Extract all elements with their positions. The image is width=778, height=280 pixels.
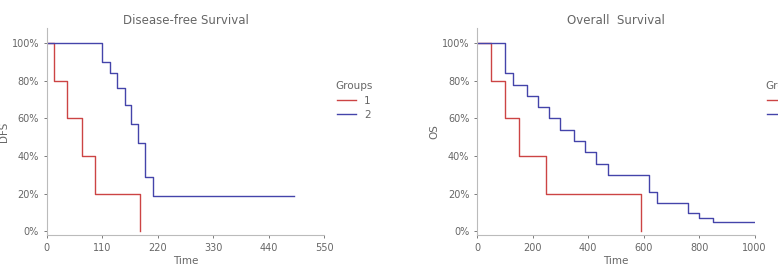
2: [522, 94, 531, 97]
2: [592, 162, 601, 165]
2: [750, 220, 759, 224]
Line: 1: 1: [47, 43, 140, 232]
Y-axis label: OS: OS: [429, 124, 439, 139]
2: [580, 151, 590, 154]
1: [569, 192, 579, 195]
2: [683, 211, 692, 214]
Line: 1: 1: [477, 43, 641, 232]
1: [90, 192, 100, 195]
2: [170, 194, 180, 197]
2: [509, 83, 518, 86]
2: [555, 128, 565, 131]
1: [636, 230, 646, 233]
1: [117, 192, 127, 195]
2: [472, 41, 482, 45]
Legend: 1, 2: 1, 2: [335, 81, 373, 120]
2: [97, 60, 107, 64]
1: [472, 41, 482, 45]
2: [653, 202, 662, 205]
1: [50, 79, 59, 82]
2: [644, 190, 654, 193]
Line: 2: 2: [47, 43, 294, 196]
2: [545, 117, 554, 120]
Y-axis label: DFS: DFS: [0, 122, 9, 142]
2: [603, 173, 612, 177]
1: [500, 117, 510, 120]
2: [695, 216, 704, 220]
Legend: 1, 2: 1, 2: [766, 81, 778, 120]
2: [113, 87, 122, 90]
2: [500, 71, 510, 75]
2: [289, 194, 299, 197]
2: [141, 175, 150, 178]
2: [708, 220, 717, 224]
2: [569, 139, 579, 143]
2: [731, 220, 740, 224]
1: [514, 154, 524, 158]
1: [77, 154, 86, 158]
1: [42, 41, 51, 45]
X-axis label: Time: Time: [603, 256, 629, 266]
1: [131, 192, 140, 195]
2: [534, 106, 543, 109]
1: [541, 192, 551, 195]
X-axis label: Time: Time: [173, 256, 198, 266]
1: [103, 192, 112, 195]
2: [127, 122, 136, 126]
1: [62, 117, 72, 120]
Title: Overall  Survival: Overall Survival: [567, 14, 664, 27]
1: [486, 79, 496, 82]
1: [135, 230, 145, 233]
Line: 2: 2: [477, 43, 755, 222]
2: [105, 71, 114, 75]
2: [148, 194, 157, 197]
2: [121, 104, 130, 107]
Title: Disease-free Survival: Disease-free Survival: [123, 14, 248, 27]
2: [42, 41, 51, 45]
2: [133, 141, 142, 144]
